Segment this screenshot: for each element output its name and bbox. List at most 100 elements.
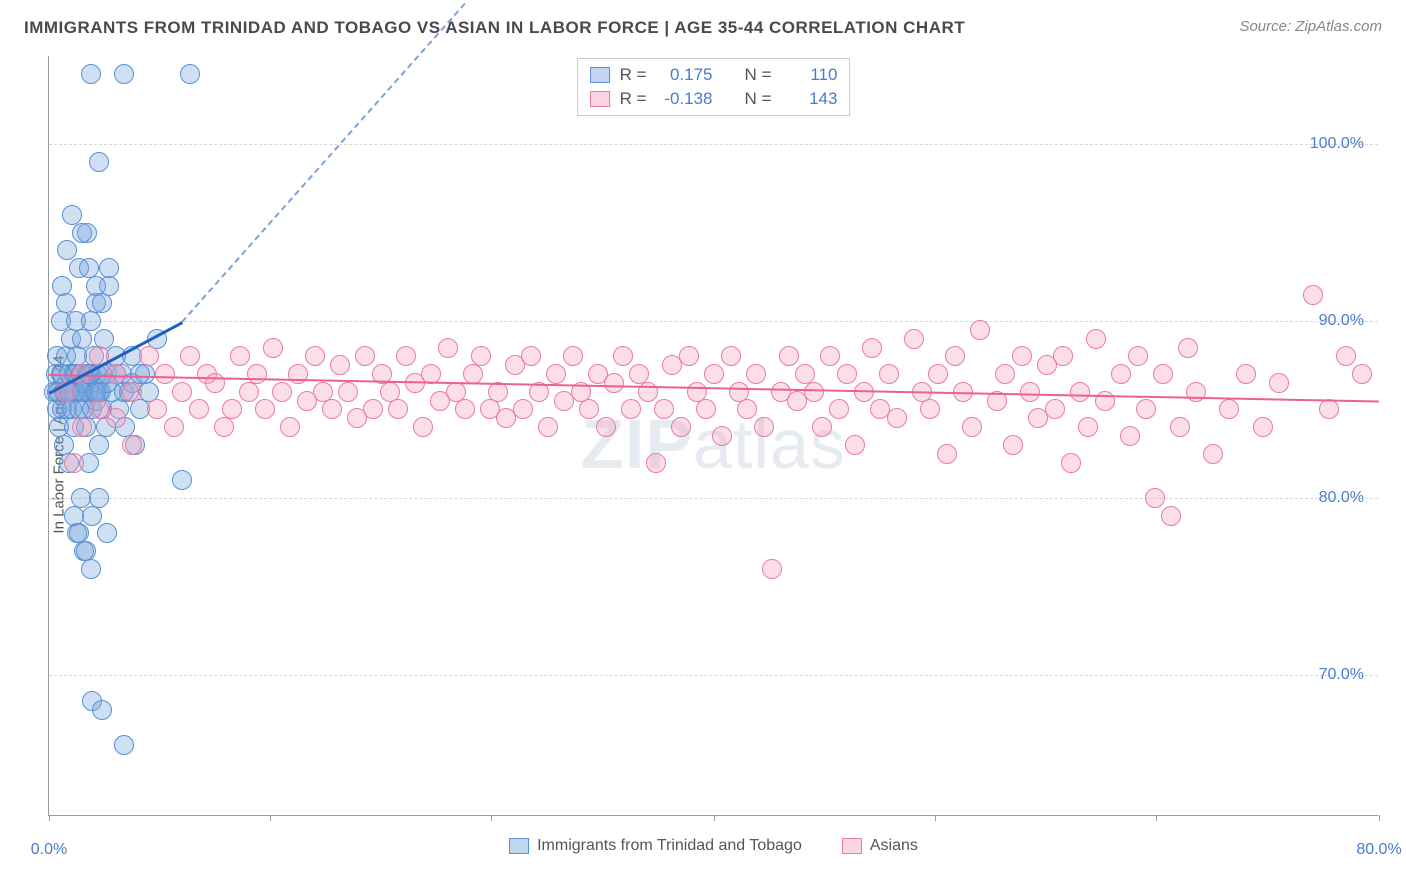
scatter-point [99,258,119,278]
scatter-point [471,346,491,366]
scatter-point [1111,364,1131,384]
scatter-point [147,399,167,419]
scatter-point [89,488,109,508]
scatter-point [164,417,184,437]
scatter-point [172,382,192,402]
scatter-point [280,417,300,437]
r-value: -0.138 [657,87,713,111]
scatter-point [122,435,142,455]
scatter-point [155,364,175,384]
scatter-point [1161,506,1181,526]
legend-label: R = [620,87,647,111]
scatter-point [945,346,965,366]
scatter-point [812,417,832,437]
scatter-point [305,346,325,366]
legend-row: R =0.175N =110 [590,63,838,87]
scatter-point [263,338,283,358]
scatter-point [255,399,275,419]
scatter-point [1045,399,1065,419]
scatter-point [1020,382,1040,402]
x-tick [491,815,492,821]
scatter-point [189,399,209,419]
scatter-point [1053,346,1073,366]
scatter-point [247,364,267,384]
r-value: 0.175 [657,63,713,87]
scatter-point [1253,417,1273,437]
gridline [49,144,1378,145]
stats-legend: R =0.175N =110R =-0.138N =143 [577,58,851,116]
legend-item: Immigrants from Trinidad and Tobago [509,837,802,855]
scatter-point [546,364,566,384]
y-tick-label: 80.0% [1319,489,1364,507]
legend-label: R = [620,63,647,87]
scatter-point [1061,453,1081,473]
scatter-point [646,453,666,473]
scatter-point [879,364,899,384]
legend-swatch [842,838,862,854]
legend-swatch [590,91,610,107]
legend-swatch [590,67,610,83]
scatter-point [396,346,416,366]
scatter-point [172,470,192,490]
scatter-point [463,364,483,384]
scatter-point [928,364,948,384]
scatter-point [521,346,541,366]
correlation-chart: In Labor Force | Age 35-44 ZIPatlas R =0… [48,56,1378,816]
scatter-point [1128,346,1148,366]
scatter-point [92,293,112,313]
scatter-point [1269,373,1289,393]
scatter-point [1153,364,1173,384]
scatter-point [1070,382,1090,402]
scatter-point [920,399,940,419]
scatter-point [92,700,112,720]
scatter-point [1352,364,1372,384]
source-label: Source: ZipAtlas.com [1239,18,1382,35]
gridline [49,321,1378,322]
scatter-point [754,417,774,437]
scatter-point [180,346,200,366]
series-legend: Immigrants from Trinidad and Tobago Asian… [49,837,1378,855]
scatter-point [1336,346,1356,366]
scatter-point [970,320,990,340]
x-tick [49,815,50,821]
scatter-point [1012,346,1032,366]
scatter-point [205,373,225,393]
scatter-point [413,417,433,437]
scatter-point [845,435,865,455]
scatter-point [363,399,383,419]
scatter-point [679,346,699,366]
scatter-point [820,346,840,366]
scatter-point [1178,338,1198,358]
scatter-point [538,417,558,437]
scatter-point [1303,285,1323,305]
scatter-point [1219,399,1239,419]
scatter-point [613,346,633,366]
scatter-point [180,64,200,84]
scatter-point [704,364,724,384]
gridline [49,498,1378,499]
scatter-point [122,382,142,402]
legend-row: R =-0.138N =143 [590,87,838,111]
scatter-point [114,64,134,84]
scatter-point [887,408,907,428]
page-title: IMMIGRANTS FROM TRINIDAD AND TOBAGO VS A… [24,18,965,38]
y-tick-label: 70.0% [1319,666,1364,684]
scatter-point [962,417,982,437]
scatter-point [1086,329,1106,349]
scatter-point [355,346,375,366]
scatter-point [1145,488,1165,508]
scatter-point [1319,399,1339,419]
scatter-point [272,382,292,402]
scatter-point [97,523,117,543]
scatter-point [139,346,159,366]
scatter-point [621,399,641,419]
scatter-point [837,364,857,384]
x-tick [714,815,715,821]
scatter-point [82,506,102,526]
scatter-point [72,417,92,437]
scatter-point [338,382,358,402]
scatter-point [829,399,849,419]
scatter-point [604,373,624,393]
scatter-point [455,399,475,419]
legend-item: Asians [842,837,918,855]
